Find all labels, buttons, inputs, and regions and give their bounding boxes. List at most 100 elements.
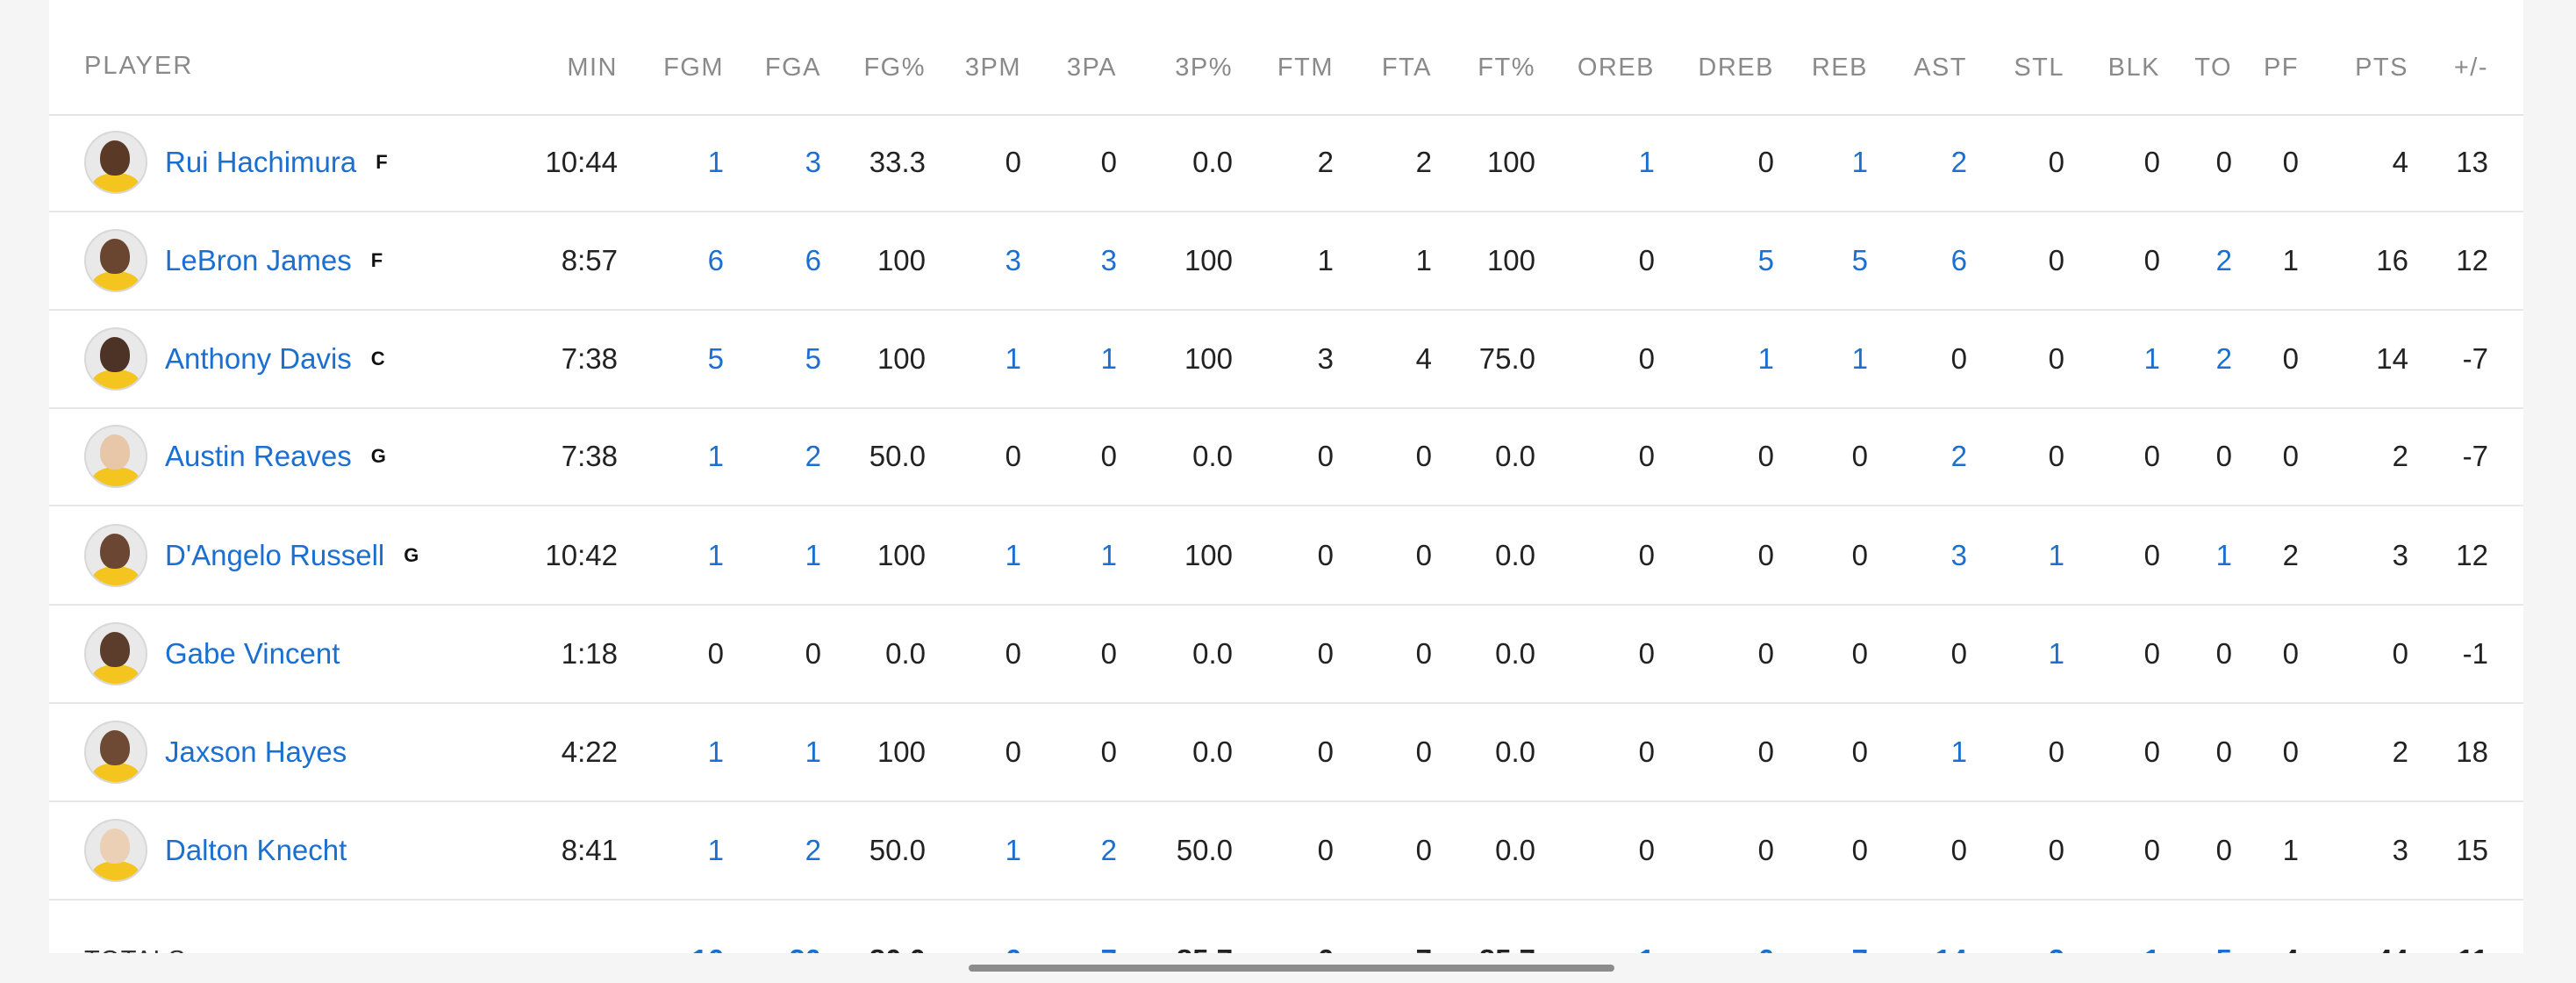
column-header-dreb[interactable]: DREB bbox=[1698, 54, 1774, 82]
total-to[interactable]: 5 bbox=[2216, 899, 2232, 953]
player-avatar[interactable] bbox=[84, 425, 147, 488]
stat-pf: 0 bbox=[2282, 440, 2299, 472]
stat-to[interactable]: 2 bbox=[2215, 244, 2232, 276]
column-header-3pm[interactable]: 3PM bbox=[964, 54, 1021, 82]
stat-dreb[interactable]: 5 bbox=[1757, 244, 1774, 276]
total-oreb[interactable]: 1 bbox=[1639, 899, 1655, 953]
player-avatar[interactable] bbox=[84, 327, 147, 391]
column-header-ast[interactable]: AST bbox=[1914, 54, 1967, 82]
stat-3pm[interactable]: 1 bbox=[1005, 342, 1021, 375]
total-reb[interactable]: 7 bbox=[1852, 899, 1868, 953]
column-header-oreb[interactable]: OREB bbox=[1577, 54, 1655, 82]
player-name-link[interactable]: Gabe Vincent bbox=[165, 637, 340, 670]
player-avatar[interactable] bbox=[84, 524, 147, 587]
stat-to[interactable]: 2 bbox=[2215, 342, 2232, 375]
column-header-fg-pct[interactable]: FG% bbox=[863, 54, 926, 82]
player-name-link[interactable]: D'Angelo Russell bbox=[165, 539, 385, 571]
stat-3pa[interactable]: 2 bbox=[1100, 834, 1117, 866]
column-header-3p-pct[interactable]: 3P% bbox=[1175, 54, 1233, 82]
column-header-fga[interactable]: FGA bbox=[764, 54, 821, 82]
stat-3p-pct: 50.0 bbox=[1176, 834, 1233, 866]
stat-to[interactable]: 1 bbox=[2215, 539, 2232, 571]
column-header-blk[interactable]: BLK bbox=[2107, 54, 2160, 82]
column-header-plus-minus[interactable]: +/- bbox=[2453, 54, 2488, 82]
stat-fgm[interactable]: 1 bbox=[707, 146, 724, 178]
stat-3pa[interactable]: 1 bbox=[1100, 342, 1117, 375]
stat-fg-pct: 100 bbox=[877, 244, 926, 276]
stat-blk: 0 bbox=[2143, 146, 2160, 178]
stat-fga[interactable]: 3 bbox=[805, 146, 821, 178]
total-fga[interactable]: 20 bbox=[789, 899, 821, 953]
stat-pf: 2 bbox=[2282, 539, 2299, 571]
stat-fgm[interactable]: 1 bbox=[707, 735, 724, 768]
total-fgm[interactable]: 16 bbox=[691, 899, 724, 953]
column-header-min[interactable]: MIN bbox=[567, 54, 618, 82]
stat-fgm[interactable]: 1 bbox=[707, 440, 724, 472]
stat-fgm[interactable]: 1 bbox=[707, 539, 724, 571]
stat-ast[interactable]: 6 bbox=[1950, 244, 1967, 276]
player-avatar[interactable] bbox=[84, 229, 147, 292]
stat-blk: 0 bbox=[2143, 735, 2160, 768]
stat-dreb[interactable]: 1 bbox=[1757, 342, 1774, 375]
stat-reb[interactable]: 1 bbox=[1851, 342, 1868, 375]
stat-ft-pct: 0.0 bbox=[1495, 735, 1535, 768]
stat-stl[interactable]: 1 bbox=[2048, 539, 2064, 571]
stat-oreb: 0 bbox=[1638, 834, 1655, 866]
stat-blk[interactable]: 1 bbox=[2143, 342, 2160, 375]
total-blk[interactable]: 1 bbox=[2144, 899, 2160, 953]
stat-oreb[interactable]: 1 bbox=[1638, 146, 1655, 178]
player-name-link[interactable]: Anthony Davis bbox=[165, 342, 352, 375]
totals-label: TOTALS bbox=[84, 899, 186, 953]
total-stl[interactable]: 2 bbox=[2049, 899, 2064, 953]
stat-fgm[interactable]: 6 bbox=[707, 244, 724, 276]
stat-fga[interactable]: 6 bbox=[805, 244, 821, 276]
total-ast[interactable]: 14 bbox=[1935, 899, 1967, 953]
stat-fga[interactable]: 2 bbox=[805, 440, 821, 472]
player-avatar[interactable] bbox=[84, 721, 147, 784]
player-name-link[interactable]: Jaxson Hayes bbox=[165, 735, 347, 768]
player-avatar[interactable] bbox=[84, 622, 147, 685]
total-3pa[interactable]: 7 bbox=[1101, 899, 1117, 953]
column-header-ftm[interactable]: FTM bbox=[1277, 54, 1334, 82]
stat-3pm[interactable]: 3 bbox=[1005, 244, 1021, 276]
column-header-reb[interactable]: REB bbox=[1811, 54, 1868, 82]
player-name-link[interactable]: Dalton Knecht bbox=[165, 834, 347, 866]
stat-3pa[interactable]: 3 bbox=[1100, 244, 1117, 276]
column-header-pf[interactable]: PF bbox=[2263, 54, 2299, 82]
stat-3pa[interactable]: 1 bbox=[1100, 539, 1117, 571]
stat-3pm[interactable]: 1 bbox=[1005, 539, 1021, 571]
player-name-link[interactable]: LeBron James bbox=[165, 244, 352, 276]
stat-reb[interactable]: 1 bbox=[1851, 146, 1868, 178]
stat-fga[interactable]: 5 bbox=[805, 342, 821, 375]
stat-fgm[interactable]: 5 bbox=[707, 342, 724, 375]
column-header-to[interactable]: TO bbox=[2194, 54, 2232, 82]
stat-3pm[interactable]: 1 bbox=[1005, 834, 1021, 866]
column-header-stl[interactable]: STL bbox=[2014, 54, 2064, 82]
stat-pts: 14 bbox=[2376, 342, 2408, 375]
player-name-link[interactable]: Rui Hachimura bbox=[165, 146, 357, 178]
column-header-fta[interactable]: FTA bbox=[1381, 54, 1432, 82]
stat-ft-pct: 0.0 bbox=[1495, 440, 1535, 472]
column-header-ft-pct[interactable]: FT% bbox=[1478, 54, 1535, 82]
player-cell: D'Angelo Russell G bbox=[84, 507, 540, 604]
total-dreb[interactable]: 6 bbox=[1758, 899, 1774, 953]
stat-fga[interactable]: 2 bbox=[805, 834, 821, 866]
column-header-pts[interactable]: PTS bbox=[2355, 54, 2408, 82]
stat-ast[interactable]: 3 bbox=[1950, 539, 1967, 571]
stat-fgm[interactable]: 1 bbox=[707, 834, 724, 866]
player-avatar[interactable] bbox=[84, 131, 147, 194]
column-header-fgm[interactable]: FGM bbox=[663, 54, 724, 82]
total-3pm[interactable]: 6 bbox=[1005, 899, 1021, 953]
stat-ast[interactable]: 2 bbox=[1950, 146, 1967, 178]
stat-stl[interactable]: 1 bbox=[2048, 637, 2064, 670]
player-name-link[interactable]: Austin Reaves bbox=[165, 440, 352, 472]
column-header-player[interactable]: PLAYER bbox=[84, 51, 194, 80]
stat-reb[interactable]: 5 bbox=[1851, 244, 1868, 276]
stat-ast[interactable]: 2 bbox=[1950, 440, 1967, 472]
stat-fga[interactable]: 1 bbox=[805, 735, 821, 768]
stat-ast[interactable]: 1 bbox=[1950, 735, 1967, 768]
player-avatar[interactable] bbox=[84, 819, 147, 882]
horizontal-scrollbar[interactable] bbox=[969, 965, 1614, 972]
stat-fga[interactable]: 1 bbox=[805, 539, 821, 571]
column-header-3pa[interactable]: 3PA bbox=[1066, 54, 1117, 82]
